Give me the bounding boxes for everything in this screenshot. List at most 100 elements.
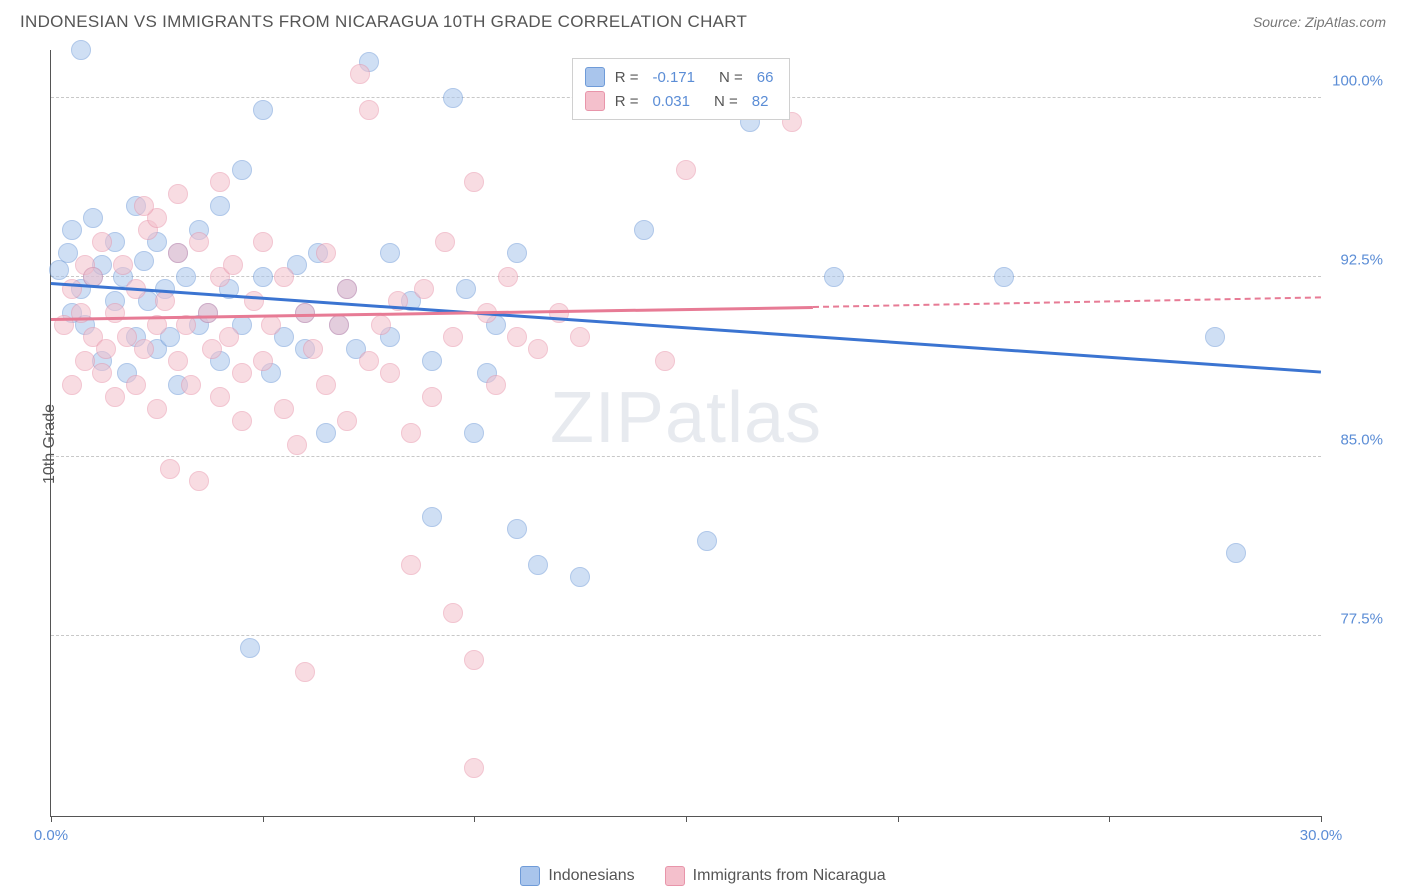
watermark: ZIPatlas — [550, 377, 822, 459]
gridline — [51, 456, 1321, 457]
data-point — [401, 423, 421, 443]
chart-source: Source: ZipAtlas.com — [1253, 14, 1386, 30]
data-point — [528, 555, 548, 575]
legend-n-label: N = — [719, 69, 743, 86]
trend-line — [813, 297, 1321, 309]
x-tick — [898, 816, 899, 822]
x-tick-label: 30.0% — [1300, 827, 1343, 844]
legend-row: R =0.031N =82 — [585, 89, 778, 113]
legend-swatch — [585, 91, 605, 111]
data-point — [253, 100, 273, 120]
data-point — [359, 351, 379, 371]
legend-r-value: 0.031 — [652, 93, 690, 110]
data-point — [456, 279, 476, 299]
data-point — [71, 40, 91, 60]
data-point — [160, 459, 180, 479]
data-point — [210, 172, 230, 192]
data-point — [634, 220, 654, 240]
data-point — [303, 339, 323, 359]
data-point — [134, 251, 154, 271]
data-point — [1205, 327, 1225, 347]
data-point — [316, 375, 336, 395]
data-point — [287, 435, 307, 455]
data-point — [994, 267, 1014, 287]
data-point — [528, 339, 548, 359]
data-point — [105, 303, 125, 323]
y-tick-label: 100.0% — [1332, 72, 1383, 89]
data-point — [435, 232, 455, 252]
data-point — [507, 243, 527, 263]
x-tick — [1321, 816, 1322, 822]
x-tick — [474, 816, 475, 822]
legend-swatch — [665, 866, 685, 886]
legend-r-label: R = — [615, 69, 639, 86]
legend-swatch — [520, 866, 540, 886]
chart-title: INDONESIAN VS IMMIGRANTS FROM NICARAGUA … — [20, 12, 747, 32]
data-point — [316, 423, 336, 443]
legend-item: Indonesians — [520, 866, 634, 886]
y-tick-label: 85.0% — [1340, 431, 1383, 448]
data-point — [147, 399, 167, 419]
chart-area: 10th Grade ZIPatlas R =-0.171N =66R =0.0… — [50, 50, 1386, 837]
data-point — [126, 375, 146, 395]
data-point — [202, 339, 222, 359]
data-point — [198, 303, 218, 323]
data-point — [253, 267, 273, 287]
x-tick-label: 0.0% — [34, 827, 68, 844]
data-point — [274, 399, 294, 419]
data-point — [168, 351, 188, 371]
x-tick — [263, 816, 264, 822]
data-point — [232, 411, 252, 431]
data-point — [113, 255, 133, 275]
series-legend: Indonesians Immigrants from Nicaragua — [0, 866, 1406, 886]
data-point — [92, 232, 112, 252]
data-point — [380, 363, 400, 383]
data-point — [219, 327, 239, 347]
data-point — [507, 327, 527, 347]
data-point — [329, 315, 349, 335]
data-point — [464, 758, 484, 778]
data-point — [62, 375, 82, 395]
data-point — [655, 351, 675, 371]
data-point — [371, 315, 391, 335]
chart-header: INDONESIAN VS IMMIGRANTS FROM NICARAGUA … — [0, 0, 1406, 40]
legend-item: Immigrants from Nicaragua — [665, 866, 886, 886]
y-tick-label: 77.5% — [1340, 611, 1383, 628]
data-point — [240, 638, 260, 658]
data-point — [507, 519, 527, 539]
data-point — [62, 220, 82, 240]
data-point — [168, 184, 188, 204]
data-point — [1226, 543, 1246, 563]
data-point — [155, 291, 175, 311]
data-point — [168, 243, 188, 263]
data-point — [253, 351, 273, 371]
data-point — [337, 411, 357, 431]
legend-label: Indonesians — [548, 867, 634, 885]
legend-r-value: -0.171 — [652, 69, 695, 86]
legend-label: Immigrants from Nicaragua — [693, 867, 886, 885]
y-tick-label: 92.5% — [1340, 252, 1383, 269]
data-point — [422, 387, 442, 407]
data-point — [223, 255, 243, 275]
data-point — [210, 387, 230, 407]
data-point — [83, 208, 103, 228]
data-point — [570, 327, 590, 347]
data-point — [134, 339, 154, 359]
data-point — [401, 555, 421, 575]
gridline — [51, 276, 1321, 277]
correlation-legend: R =-0.171N =66R =0.031N =82 — [572, 58, 791, 120]
data-point — [105, 387, 125, 407]
data-point — [443, 88, 463, 108]
data-point — [253, 232, 273, 252]
plot-region: ZIPatlas R =-0.171N =66R =0.031N =82 77.… — [50, 50, 1321, 817]
data-point — [498, 267, 518, 287]
legend-swatch — [585, 67, 605, 87]
data-point — [71, 303, 91, 323]
data-point — [337, 279, 357, 299]
data-point — [316, 243, 336, 263]
data-point — [422, 507, 442, 527]
data-point — [350, 64, 370, 84]
data-point — [422, 351, 442, 371]
data-point — [414, 279, 434, 299]
data-point — [824, 267, 844, 287]
